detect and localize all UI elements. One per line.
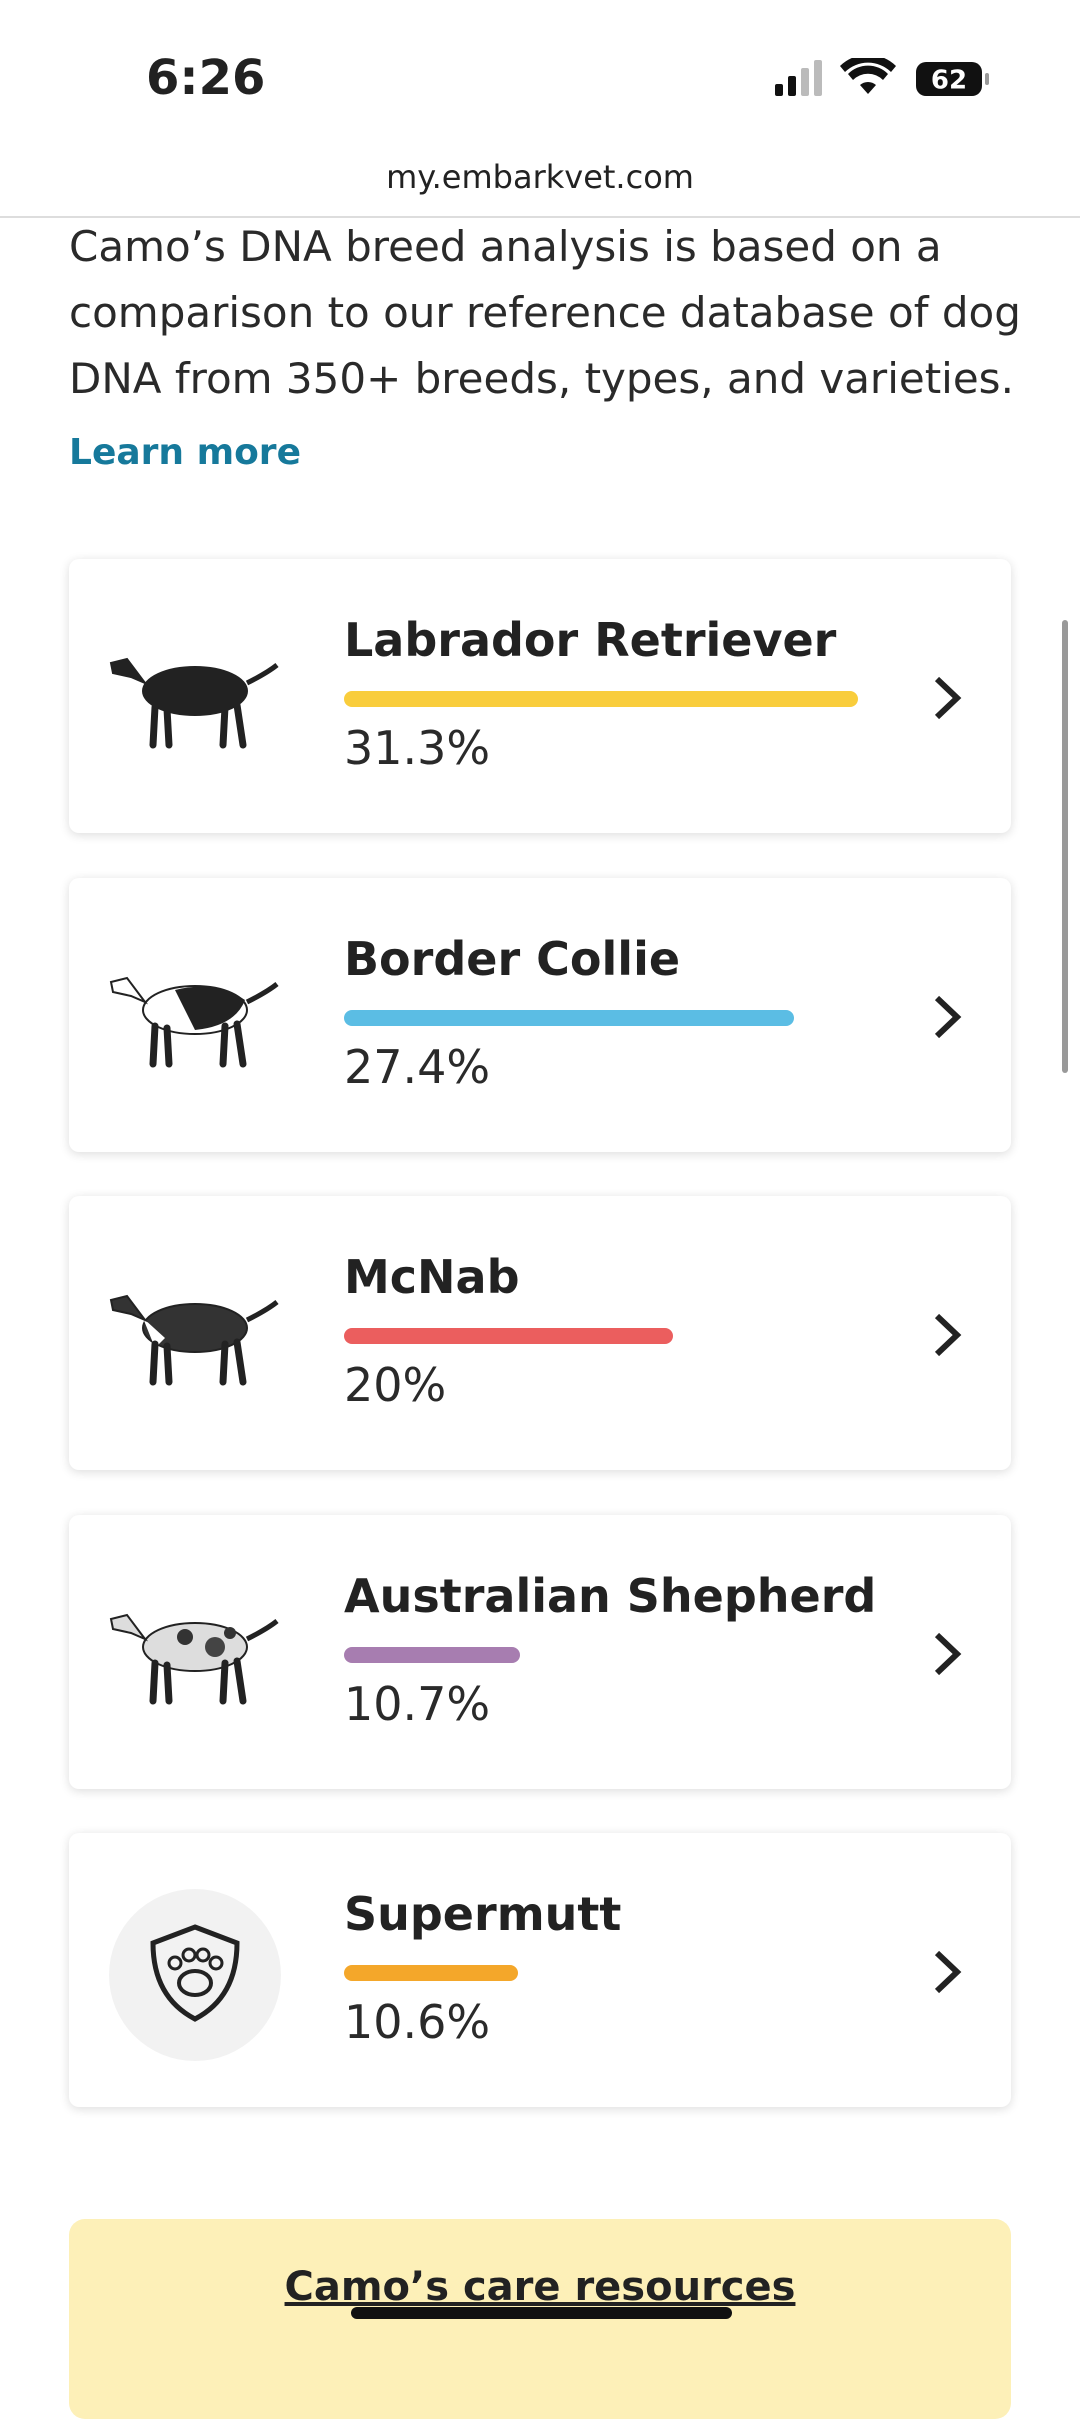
breed-card[interactable]: Australian Shepherd 10.7%: [69, 1514, 1011, 1789]
status-time: 6:26: [146, 50, 266, 106]
home-indicator: [351, 2307, 732, 2319]
breed-percent: 10.7%: [344, 1676, 491, 1731]
breed-image: [105, 930, 285, 1104]
breed-bar: [344, 1328, 673, 1344]
separator: [0, 216, 1080, 218]
battery-level: 62: [931, 66, 967, 96]
breed-image: [105, 1248, 285, 1422]
breed-image: [105, 611, 285, 785]
breed-bar: [344, 1646, 520, 1663]
breed-name: Border Collie: [344, 931, 681, 986]
breed-name: Labrador Retriever: [344, 613, 837, 667]
intro-text: Camo’s DNA breed analysis is based on a …: [69, 222, 1021, 403]
chevron[interactable]: [927, 1310, 967, 1364]
status-icons: 62: [775, 58, 989, 96]
learn-more-link[interactable]: Learn more: [69, 432, 301, 473]
breed-percent: 20%: [344, 1358, 447, 1412]
breed-bar: [344, 1965, 519, 1981]
breed-name: Australian Shepherd: [344, 1568, 877, 1623]
chevron[interactable]: [927, 1947, 967, 2001]
scrollbar: [1062, 620, 1068, 1073]
care-card[interactable]: [69, 2219, 1011, 2419]
chevron[interactable]: [927, 992, 967, 1046]
breed-name: McNab: [344, 1250, 520, 1304]
breed-card[interactable]: Labrador Retriever 31.3%: [69, 559, 1011, 833]
breed-bar: [344, 691, 859, 707]
chevron[interactable]: [927, 673, 967, 727]
breed-image: [105, 1567, 285, 1741]
chevron[interactable]: [927, 1629, 967, 1683]
breed-card[interactable]: McNab 20%: [69, 1196, 1011, 1470]
breed-percent: 27.4%: [344, 1039, 491, 1094]
breed-percent: 31.3%: [344, 721, 491, 775]
breed-card[interactable]: Supermutt 10.6%: [69, 1833, 1011, 2107]
breed-bar: [344, 1009, 795, 1026]
care-title[interactable]: Camo’s care resources: [284, 2264, 796, 2310]
breed-percent: 10.6%: [344, 1995, 491, 2049]
page: 6:26 62 my.embarkvet.com Camo’s DNA bree…: [0, 50, 1080, 2419]
breed-name: Supermutt: [344, 1887, 622, 1941]
breed-card[interactable]: Border Collie 27.4%: [69, 877, 1011, 1152]
url-bar[interactable]: my.embarkvet.com: [386, 158, 694, 196]
breed-image: [105, 1885, 285, 2069]
